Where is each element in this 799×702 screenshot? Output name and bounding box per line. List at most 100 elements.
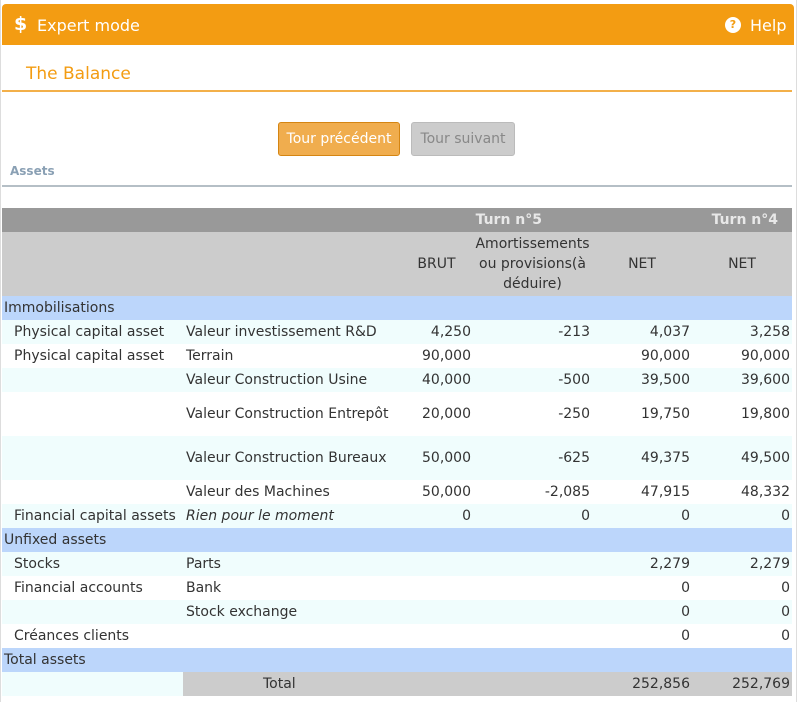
col-net-header: NET <box>592 232 692 296</box>
section-row: Unfixed assets <box>2 528 792 552</box>
cell-net-prev: 3,258 <box>692 320 792 344</box>
cell-brut: 4,250 <box>400 320 473 344</box>
row-label: Valeur Construction Bureaux <box>183 436 400 480</box>
cell-net: 39,500 <box>592 368 692 392</box>
table-row: Stock exchange 0 0 <box>2 600 792 624</box>
table-row: Financial accounts Bank 0 0 <box>2 576 792 600</box>
row-label: Stock exchange <box>183 600 400 624</box>
cell-amort <box>473 344 592 368</box>
row-group <box>2 480 183 504</box>
section-title: Immobilisations <box>2 296 792 320</box>
cell-net-prev: 0 <box>692 624 792 648</box>
cell-net-prev: 0 <box>692 600 792 624</box>
cell-amort <box>473 624 592 648</box>
cell-net: 47,915 <box>592 480 692 504</box>
table-row: Physical capital asset Valeur investissem… <box>2 320 792 344</box>
cell-amort <box>473 552 592 576</box>
page-title: The Balance <box>26 64 131 84</box>
col-net-prev-header: NET <box>692 232 792 296</box>
row-group: Financial capital assets <box>2 504 183 528</box>
row-label: Valeur Construction Entrepôt <box>183 392 400 436</box>
cell-net-prev: 0 <box>692 504 792 528</box>
turn-current-header: Turn n°5 <box>2 208 592 232</box>
row-group: Physical capital asset <box>2 344 183 368</box>
column-header-row: BRUT Amortissements ou provisions(à dédu… <box>2 232 792 296</box>
cell-net-prev: 48,332 <box>692 480 792 504</box>
cell-amort <box>473 600 592 624</box>
row-label: Valeur investissement R&D <box>183 320 400 344</box>
row-label <box>183 624 400 648</box>
title-divider <box>2 90 792 92</box>
table-row: Créances clients 0 0 <box>2 624 792 648</box>
cell-net-prev: 0 <box>692 576 792 600</box>
row-group <box>2 436 183 480</box>
row-label: Bank <box>183 576 400 600</box>
cell-net: 90,000 <box>592 344 692 368</box>
section-row: Total assets <box>2 648 792 672</box>
balance-table: Turn n°5 Turn n°4 BRUT Amortissements ou… <box>2 208 792 696</box>
cell-brut <box>400 624 473 648</box>
cell-brut: 50,000 <box>400 480 473 504</box>
cell-brut: 40,000 <box>400 368 473 392</box>
cell-net-prev: 90,000 <box>692 344 792 368</box>
col-brut-header: BRUT <box>400 232 473 296</box>
dollar-icon: $ <box>14 13 28 35</box>
row-group <box>2 600 183 624</box>
cell-net-prev: 19,800 <box>692 392 792 436</box>
cell-brut <box>400 552 473 576</box>
row-group <box>2 368 183 392</box>
row-label: Rien pour le moment <box>183 504 400 528</box>
row-group <box>2 392 183 436</box>
cell-net-prev: 49,500 <box>692 436 792 480</box>
row-label: Terrain <box>183 344 400 368</box>
help-link[interactable]: Help <box>750 16 787 35</box>
next-turn-button: Tour suivant <box>411 122 515 156</box>
cell-brut: 90,000 <box>400 344 473 368</box>
section-title: Total assets <box>2 648 792 672</box>
cell-amort: -213 <box>473 320 592 344</box>
section-title: Unfixed assets <box>2 528 792 552</box>
cell-brut <box>400 600 473 624</box>
cell-amort: 0 <box>473 504 592 528</box>
col-amort-header: Amortissements ou provisions(à déduire) <box>473 232 592 296</box>
cell-net: 4,037 <box>592 320 692 344</box>
cell-amort: -500 <box>473 368 592 392</box>
total-amort <box>473 672 592 696</box>
header-bar: $ Expert mode ? Help <box>2 4 794 45</box>
row-label: Valeur des Machines <box>183 480 400 504</box>
balance-body: Immobilisations Physical capital asset Val… <box>2 296 792 696</box>
total-brut <box>400 672 473 696</box>
row-group: Créances clients <box>2 624 183 648</box>
row-group: Financial accounts <box>2 576 183 600</box>
total-label: Total <box>183 672 400 696</box>
row-label: Valeur Construction Usine <box>183 368 400 392</box>
turn-previous-header: Turn n°4 <box>692 208 792 232</box>
section-row: Immobilisations <box>2 296 792 320</box>
section-divider <box>2 185 792 187</box>
cell-net: 0 <box>592 600 692 624</box>
row-label: Parts <box>183 552 400 576</box>
cell-amort <box>473 576 592 600</box>
cell-brut <box>400 576 473 600</box>
cell-brut: 0 <box>400 504 473 528</box>
cell-brut: 20,000 <box>400 392 473 436</box>
previous-turn-button[interactable]: Tour précédent <box>278 122 400 156</box>
section-label: Assets <box>10 164 55 178</box>
row-group: Physical capital asset <box>2 320 183 344</box>
table-row: Valeur Construction Usine 40,000 -500 39,50… <box>2 368 792 392</box>
cell-net: 0 <box>592 504 692 528</box>
table-row: Physical capital asset Terrain 90,000 90,00… <box>2 344 792 368</box>
cell-amort: -250 <box>473 392 592 436</box>
cell-net: 0 <box>592 576 692 600</box>
cell-amort: -2,085 <box>473 480 592 504</box>
table-row: Valeur des Machines 50,000 -2,085 47,915 48,… <box>2 480 792 504</box>
cell-net: 49,375 <box>592 436 692 480</box>
cell-net-prev: 2,279 <box>692 552 792 576</box>
cell-net: 19,750 <box>592 392 692 436</box>
total-net-prev: 252,769 <box>692 672 792 696</box>
cell-net: 0 <box>592 624 692 648</box>
help-circle-icon[interactable]: ? <box>725 17 741 33</box>
total-row: Total 252,856 252,769 <box>2 672 792 696</box>
turn-header-row: Turn n°5 Turn n°4 <box>2 208 792 232</box>
